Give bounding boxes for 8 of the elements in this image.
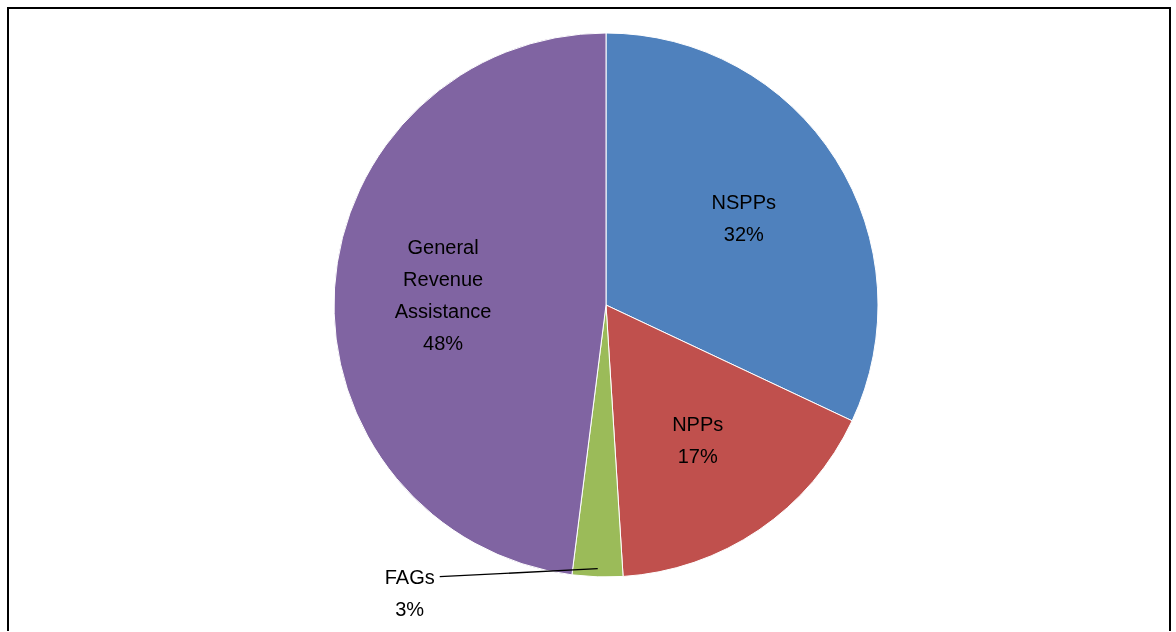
data-label: 3% — [395, 597, 425, 620]
slice-label: NSPPs — [711, 190, 777, 213]
data-label: 32% — [723, 222, 765, 245]
slice-label: NPPs — [672, 412, 724, 435]
slice-label: General Revenue Assistance — [394, 235, 492, 322]
slice-label: FAGs — [384, 565, 435, 588]
data-label: 48% — [423, 331, 464, 354]
data-label: 17% — [677, 444, 718, 467]
